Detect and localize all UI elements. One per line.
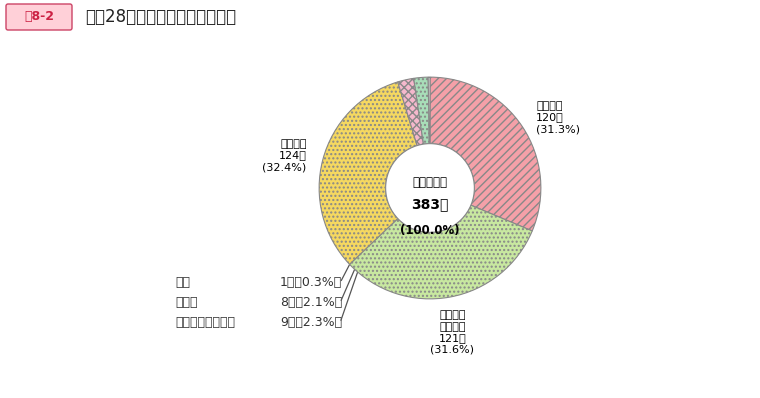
Text: 指令で定める機関: 指令で定める機関 <box>175 316 235 330</box>
Text: 研究所: 研究所 <box>175 297 198 310</box>
Text: 学校: 学校 <box>175 277 190 289</box>
Text: 図8-2: 図8-2 <box>24 10 54 23</box>
Text: 383人: 383人 <box>411 198 448 212</box>
Text: 派遣者総数: 派遣者総数 <box>413 176 448 189</box>
Text: その他の
国際機関
121人
(31.6%): その他の 国際機関 121人 (31.6%) <box>430 310 474 355</box>
Circle shape <box>385 144 474 232</box>
Wedge shape <box>428 77 430 144</box>
Wedge shape <box>430 77 541 231</box>
FancyBboxPatch shape <box>6 4 72 30</box>
Text: 8人（2.1%）: 8人（2.1%） <box>280 297 342 310</box>
Wedge shape <box>397 78 423 146</box>
Wedge shape <box>319 82 417 264</box>
Text: 9人（2.3%）: 9人（2.3%） <box>280 316 342 330</box>
Text: 1人（0.3%）: 1人（0.3%） <box>280 277 342 289</box>
Wedge shape <box>413 77 429 144</box>
Text: 平成28年度末派遣先機関別状況: 平成28年度末派遣先機関別状況 <box>85 8 236 26</box>
Text: 外国政府
124人
(32.4%): 外国政府 124人 (32.4%) <box>262 139 307 172</box>
Text: (100.0%): (100.0%) <box>401 224 460 237</box>
Text: 国際連合
120人
(31.3%): 国際連合 120人 (31.3%) <box>537 101 580 134</box>
Wedge shape <box>350 205 532 299</box>
